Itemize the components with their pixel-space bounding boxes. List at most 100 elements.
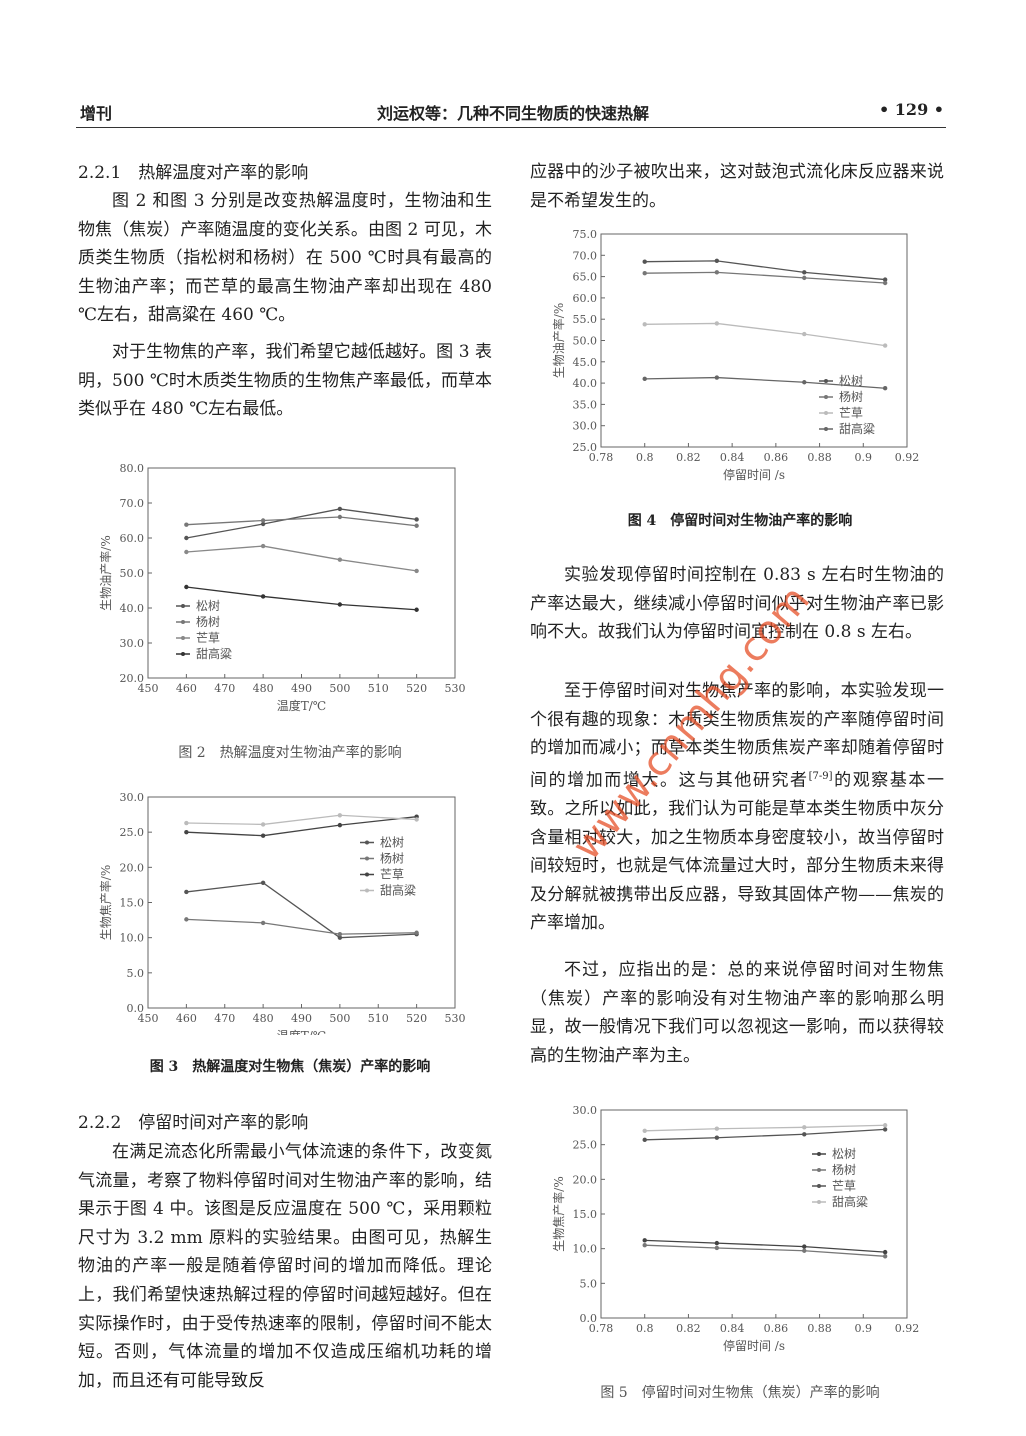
legend-label: 松树 bbox=[380, 835, 404, 850]
x-tick-label: 530 bbox=[445, 682, 466, 695]
data-point bbox=[714, 1245, 720, 1251]
y-tick-label: 0.0 bbox=[127, 1002, 145, 1015]
caption: 图 2 热解温度对生物油产率的影响 bbox=[178, 745, 402, 761]
data-point bbox=[802, 1132, 807, 1137]
data-point bbox=[882, 1254, 888, 1259]
series-line bbox=[644, 1124, 886, 1132]
y-tick-label: 25.0 bbox=[573, 1139, 598, 1152]
data-point bbox=[260, 822, 266, 827]
legend-label: 甜高粱 bbox=[832, 1194, 868, 1209]
data-point bbox=[337, 602, 343, 607]
legend-label: 松树 bbox=[832, 1146, 856, 1161]
x-tick-label: 0.8 bbox=[636, 1322, 654, 1335]
data-point bbox=[184, 522, 189, 527]
paragraph: 应器中的沙子被吹出来，这对鼓泡式流化床反应器来说是不希望发生的。 bbox=[530, 162, 944, 211]
x-tick-label: 450 bbox=[138, 682, 159, 695]
x-tick-label: 500 bbox=[329, 1012, 350, 1025]
data-point bbox=[414, 568, 419, 574]
data-point bbox=[414, 817, 419, 822]
legend-marker bbox=[181, 652, 185, 656]
x-tick-label: 0.84 bbox=[720, 451, 745, 464]
data-point bbox=[414, 930, 419, 935]
data-point bbox=[414, 607, 419, 612]
series-line bbox=[186, 918, 417, 935]
x-tick-label: 500 bbox=[329, 682, 350, 695]
paragraph: 不过，应指出的是：总的来说停留时间对生物焦（焦炭）产率的影响没有对生物油产率的影… bbox=[530, 960, 944, 1066]
x-tick-label: 480 bbox=[253, 682, 274, 695]
paragraph: 在满足流态化所需最小气体流速的条件下，改变氮气流量，考察了物料停留时间对生物油产… bbox=[78, 1142, 492, 1391]
legend-marker bbox=[365, 856, 369, 861]
x-tick-label: 470 bbox=[214, 1012, 235, 1025]
data-point bbox=[184, 535, 189, 541]
y-tick-label: 70.0 bbox=[120, 497, 145, 510]
x-tick-label: 0.92 bbox=[895, 451, 920, 464]
data-point bbox=[337, 506, 343, 512]
legend-label: 甜高粱 bbox=[196, 646, 232, 661]
x-tick-label: 0.78 bbox=[589, 1322, 614, 1335]
y-tick-label: 35.0 bbox=[573, 398, 598, 411]
data-point bbox=[642, 322, 647, 327]
x-tick-label: 0.8 bbox=[636, 451, 654, 464]
data-point bbox=[882, 1123, 888, 1128]
x-tick-label: 0.9 bbox=[855, 1322, 873, 1335]
x-tick-label: 0.82 bbox=[676, 451, 701, 464]
data-point bbox=[337, 935, 343, 940]
series-line bbox=[186, 816, 417, 837]
page-number: • 129 • bbox=[879, 100, 944, 119]
header-left: 增刊 bbox=[80, 104, 113, 123]
data-point bbox=[184, 829, 189, 835]
legend-label: 芒草 bbox=[380, 867, 404, 882]
paragraph: 至于停留时间对生物焦产率的影响，本实验发现一个很有趣的现象：木质类生物质焦炭的产… bbox=[530, 677, 944, 938]
data-point bbox=[802, 380, 807, 385]
x-tick-label: 490 bbox=[291, 682, 312, 695]
chart: 0.0 5.0 10.0 15.0 20.0 25.0 30.0 450 460 470 480 49… bbox=[98, 791, 466, 1035]
legend-label: 松树 bbox=[839, 373, 863, 388]
data-point bbox=[714, 1126, 720, 1131]
y-tick-label: 10.0 bbox=[573, 1243, 598, 1256]
data-point bbox=[184, 584, 189, 590]
data-point bbox=[184, 549, 189, 555]
data-point bbox=[714, 270, 720, 275]
y-tick-label: 30.0 bbox=[573, 1104, 598, 1117]
data-point bbox=[260, 518, 266, 523]
data-point bbox=[337, 557, 343, 562]
series-line bbox=[644, 271, 886, 284]
chart: 0.0 5.0 10.0 15.0 20.0 25.0 30.0 0.78 0.8 0.82 0.8… bbox=[551, 1104, 920, 1353]
y-tick-label: 50.0 bbox=[120, 567, 145, 580]
data-point bbox=[802, 331, 807, 337]
y-tick-label: 30.0 bbox=[573, 420, 598, 433]
data-point bbox=[260, 920, 266, 926]
y-tick-label: 30.0 bbox=[120, 791, 145, 804]
y-axis-label: 生物焦产率/% bbox=[551, 1176, 566, 1251]
legend-marker bbox=[817, 1200, 821, 1204]
legend-marker bbox=[817, 1152, 821, 1156]
data-point bbox=[184, 917, 189, 922]
legend-marker bbox=[817, 1184, 821, 1188]
x-tick-label: 0.92 bbox=[895, 1322, 920, 1335]
data-point bbox=[802, 1248, 807, 1253]
data-point bbox=[184, 889, 189, 895]
legend-label: 杨树 bbox=[839, 389, 863, 404]
header-title: 刘运权等：几种不同生物质的快速热解 bbox=[376, 104, 649, 123]
x-tick-label: 510 bbox=[368, 1012, 389, 1025]
legend-marker bbox=[181, 636, 185, 640]
x-tick-label: 0.88 bbox=[807, 451, 832, 464]
series-line bbox=[186, 508, 417, 539]
data-point bbox=[882, 343, 888, 348]
x-tick-label: 520 bbox=[406, 1012, 427, 1025]
y-tick-label: 40.0 bbox=[120, 602, 145, 615]
legend-marker bbox=[181, 604, 185, 608]
plot-frame bbox=[147, 467, 456, 679]
legend-label: 甜高粱 bbox=[839, 421, 875, 436]
data-point bbox=[337, 813, 343, 818]
data-point bbox=[882, 1249, 888, 1255]
y-tick-label: 5.0 bbox=[580, 1277, 598, 1290]
legend-marker bbox=[181, 620, 185, 624]
heading: 2.2.2 停留时间对产率的影响 bbox=[78, 1113, 309, 1133]
series-line bbox=[644, 1128, 886, 1141]
y-tick-label: 50.0 bbox=[573, 335, 598, 348]
y-axis-label: 生物油产率/% bbox=[551, 303, 566, 378]
paragraph: 图 2 和图 3 分别是改变热解温度时，生物油和生物焦（焦炭）产率随温度的变化关… bbox=[78, 191, 492, 326]
x-axis-label: 温度T/℃ bbox=[277, 1028, 326, 1035]
legend-marker bbox=[365, 888, 369, 893]
